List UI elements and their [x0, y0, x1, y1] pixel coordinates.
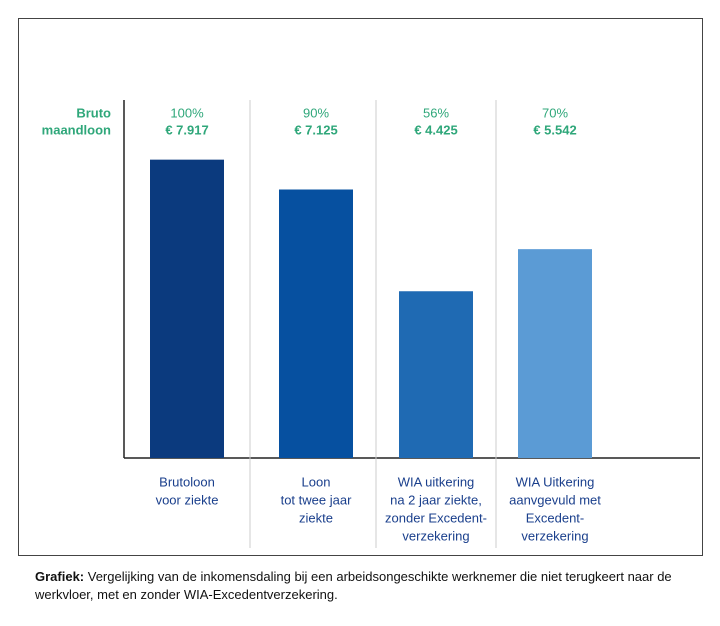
bar: [279, 189, 353, 458]
y-axis-label: Bruto: [76, 105, 111, 120]
x-tick-label: zonder Excedent-: [385, 510, 487, 525]
x-tick-label: aanvgevuld met: [509, 492, 601, 507]
frame: [18, 18, 703, 556]
caption-text: Vergelijking van de inkomensdaling bij e…: [35, 569, 672, 602]
x-tick-label: tot twee jaar: [281, 492, 352, 507]
share-label: 90%: [303, 105, 329, 120]
x-tick-label: WIA uitkering: [398, 474, 475, 489]
x-tick-label: voor ziekte: [156, 492, 219, 507]
value-label: € 5.542: [533, 122, 576, 137]
bar: [518, 249, 592, 458]
x-tick-label: na 2 jaar ziekte,: [390, 492, 482, 507]
share-label: 100%: [170, 105, 204, 120]
value-label: € 7.125: [294, 122, 337, 137]
y-axis-label: maandloon: [42, 122, 111, 137]
caption: Grafiek: Vergelijking van de inkomensdal…: [35, 568, 675, 604]
x-tick-label: verzekering: [402, 528, 469, 543]
value-label: € 7.917: [165, 122, 208, 137]
value-label: € 4.425: [414, 122, 457, 137]
share-label: 70%: [542, 105, 568, 120]
caption-label: Grafiek:: [35, 569, 85, 584]
chart: Bruto maandloon 100% € 7.917 Brutoloon voor…: [18, 18, 703, 556]
x-tick-label: ziekte: [299, 510, 333, 525]
bar: [399, 291, 473, 458]
x-tick-label: WIA Uitkering: [516, 474, 595, 489]
x-tick-label: Brutoloon: [159, 474, 215, 489]
x-tick-label: Loon: [302, 474, 331, 489]
x-tick-label: Excedent-: [526, 510, 585, 525]
x-tick-label: verzekering: [521, 528, 588, 543]
share-label: 56%: [423, 105, 449, 120]
bar: [150, 159, 224, 458]
